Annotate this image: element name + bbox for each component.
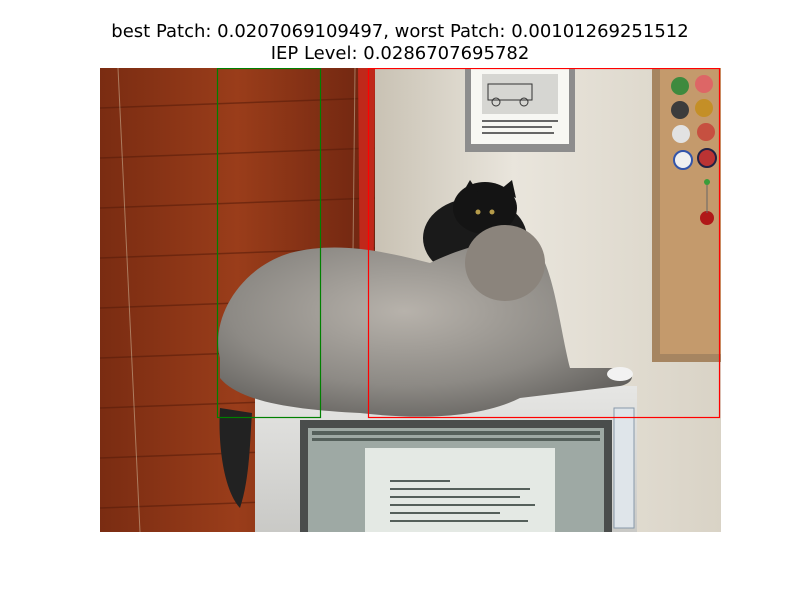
photo-panel — [100, 68, 721, 532]
crt-monitor — [255, 386, 637, 532]
framed-cartoon — [465, 68, 575, 152]
gray-cat — [218, 225, 633, 508]
best-patch-box — [216, 68, 322, 419]
figure-title-line1: best Patch: 0.0207069109497, worst Patch… — [111, 21, 689, 42]
worst-patch-box — [367, 68, 721, 419]
figure-title-line2: IEP Level: 0.0286707695782 — [270, 43, 530, 64]
corkboard-with-pins — [652, 68, 721, 362]
